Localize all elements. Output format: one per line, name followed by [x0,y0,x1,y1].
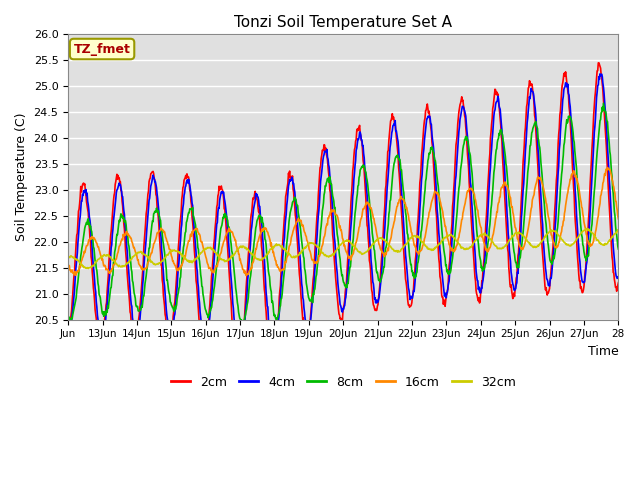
Title: Tonzi Soil Temperature Set A: Tonzi Soil Temperature Set A [234,15,452,30]
Y-axis label: Soil Temperature (C): Soil Temperature (C) [15,113,28,241]
X-axis label: Time: Time [588,345,618,358]
Legend: 2cm, 4cm, 8cm, 16cm, 32cm: 2cm, 4cm, 8cm, 16cm, 32cm [166,371,520,394]
Text: TZ_fmet: TZ_fmet [74,43,131,56]
